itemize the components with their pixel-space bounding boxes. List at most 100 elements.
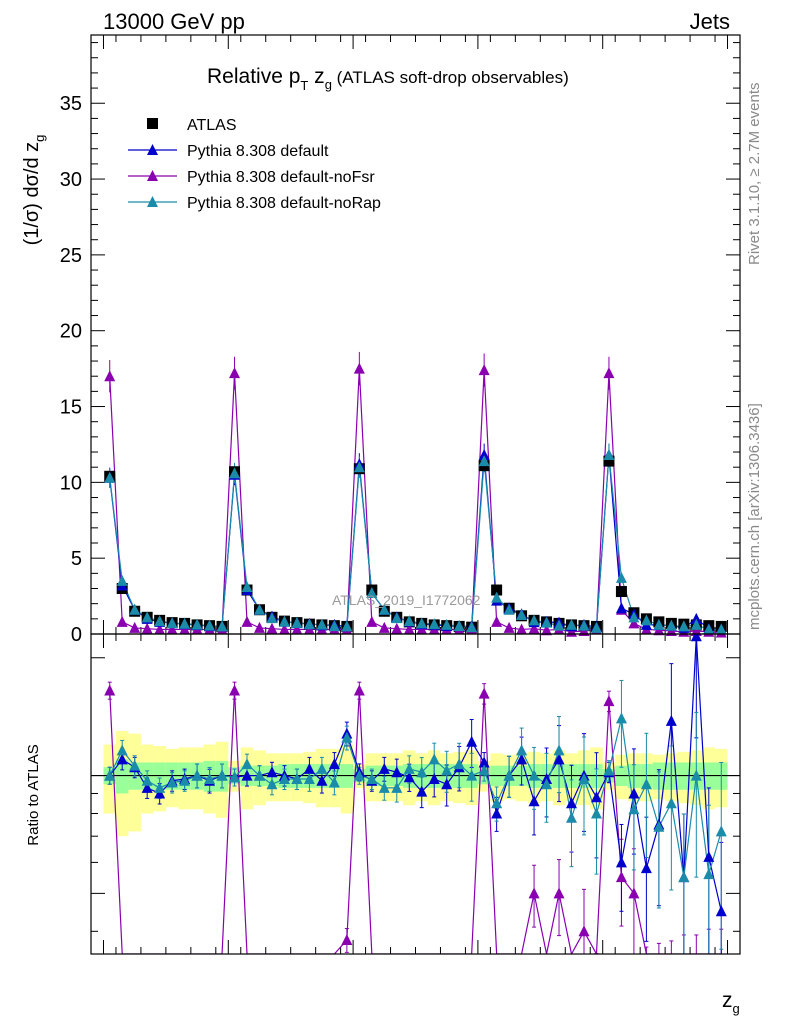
norap-marker	[278, 615, 290, 627]
nofsr-marker	[116, 615, 128, 627]
ratio-marker-default	[141, 781, 153, 793]
ratio-marker-norap	[403, 762, 415, 774]
norap-marker	[578, 619, 590, 631]
ratio-marker-norap	[715, 825, 727, 837]
ratio-marker-default	[478, 756, 490, 768]
ratio-marker-norap	[528, 769, 540, 781]
nofsr-marker	[403, 623, 415, 635]
upper-y-tick-label: 5	[71, 548, 82, 570]
upper-y-tick-label: 0	[71, 624, 82, 646]
ratio-marker-nofsr	[615, 871, 627, 883]
ratio-marker-norap	[391, 781, 403, 793]
atlas-data-point	[603, 455, 615, 467]
ratio-marker-norap	[416, 766, 428, 778]
legend-label-default: Pythia 8.308 default	[187, 143, 329, 160]
ratio-marker-norap	[266, 778, 278, 790]
upper-panel: 0 5 10 15 20 25 30 35	[60, 35, 741, 646]
ratio-line-nofsr	[109, 690, 722, 954]
header-left: 13000 GeV pp	[103, 9, 245, 34]
nofsr-marker	[366, 615, 378, 627]
rivet-label: Rivet 3.1.10, ≥ 2.7M events	[746, 83, 763, 266]
ratio-marker-default	[441, 778, 453, 790]
ratio-marker-norap	[303, 772, 315, 784]
ratio-marker-nofsr	[603, 695, 615, 707]
nofsr-marker	[628, 617, 640, 629]
ratio-marker-default	[116, 753, 128, 765]
default-marker	[690, 612, 702, 624]
ratio-marker-default	[590, 791, 602, 803]
upper-y-tick-label: 30	[60, 169, 82, 191]
ratio-marker-nofsr	[353, 684, 365, 696]
legend-marker-default	[147, 144, 158, 155]
nofsr-marker	[478, 364, 490, 376]
norap-marker	[253, 603, 265, 615]
analysis-watermark: ATLAS_2019_I1772062	[332, 592, 481, 608]
ratio-tick-label-right: 0.5	[748, 883, 776, 905]
norap-marker	[628, 611, 640, 623]
norap-marker	[129, 603, 141, 615]
ratio-marker-norap	[578, 772, 590, 784]
legend-label-nofsr: Pythia 8.308 default-noFsr	[187, 169, 375, 186]
norap-marker	[541, 616, 553, 628]
norap-marker	[116, 574, 128, 586]
ratio-marker-norap	[253, 769, 265, 781]
norap-marker	[553, 619, 565, 631]
upper-y-tick-label: 25	[60, 245, 82, 267]
upper-ylabel-sub: g	[32, 135, 47, 142]
norap-marker	[528, 614, 540, 626]
norap-marker	[204, 619, 216, 631]
norap-marker	[428, 618, 440, 630]
norap-marker	[615, 571, 627, 583]
upper-ylabel-main: (1/σ) dσ/d z	[21, 142, 43, 246]
title-g: g	[325, 77, 332, 92]
ratio-marker-default	[566, 797, 578, 809]
upper-ylabel: (1/σ) dσ/d zg	[21, 135, 47, 246]
nofsr-marker	[491, 615, 503, 627]
norap-marker	[229, 467, 241, 479]
header-right: Jets	[690, 9, 730, 34]
ratio-marker-norap	[516, 744, 528, 756]
norap-marker	[216, 620, 228, 632]
norap-marker	[266, 612, 278, 624]
ratio-marker-default	[491, 807, 503, 819]
norap-marker	[491, 591, 503, 603]
norap-marker	[166, 617, 178, 629]
ratio-marker-norap	[378, 781, 390, 793]
ratio-marker-norap	[590, 807, 602, 819]
nofsr-marker	[603, 367, 615, 379]
ratio-marker-default	[403, 771, 415, 783]
ratio-marker-norap	[191, 769, 203, 781]
nofsr-marker	[353, 362, 365, 374]
ratio-marker-default	[715, 905, 727, 917]
title-main: Relative p	[207, 65, 300, 88]
ratio-marker-nofsr	[229, 684, 241, 696]
ratio-marker-default	[553, 753, 565, 765]
ratio-marker-norap	[615, 712, 627, 724]
norap-marker	[441, 618, 453, 630]
title-sub: T	[300, 78, 308, 93]
norap-marker	[303, 618, 315, 630]
ratio-marker-nofsr	[553, 887, 565, 899]
ratio-marker-default	[391, 766, 403, 778]
norap-marker	[241, 580, 253, 592]
ratio-marker-nofsr	[341, 934, 353, 946]
xlabel: zg	[722, 989, 740, 1016]
lower-ylabel: Ratio to ATLAS	[25, 744, 42, 845]
nofsr-marker	[266, 622, 278, 634]
ratio-marker-default	[378, 762, 390, 774]
ratio-marker-norap	[278, 772, 290, 784]
legend-marker-atlas	[147, 118, 158, 129]
legend: ATLAS Pythia 8.308 default Pythia 8.308 …	[128, 117, 381, 212]
norap-marker	[378, 603, 390, 615]
ratio-marker-default	[466, 735, 478, 747]
norap-marker	[328, 620, 340, 632]
atlas-data-point	[491, 584, 503, 596]
ratio-marker-nofsr	[578, 925, 590, 937]
norap-marker	[453, 619, 465, 631]
ratio-marker-norap	[553, 744, 565, 756]
nofsr-marker	[391, 622, 403, 634]
norap-marker	[366, 587, 378, 599]
ratio-marker-default	[328, 758, 340, 770]
ratio-marker-norap	[453, 758, 465, 770]
